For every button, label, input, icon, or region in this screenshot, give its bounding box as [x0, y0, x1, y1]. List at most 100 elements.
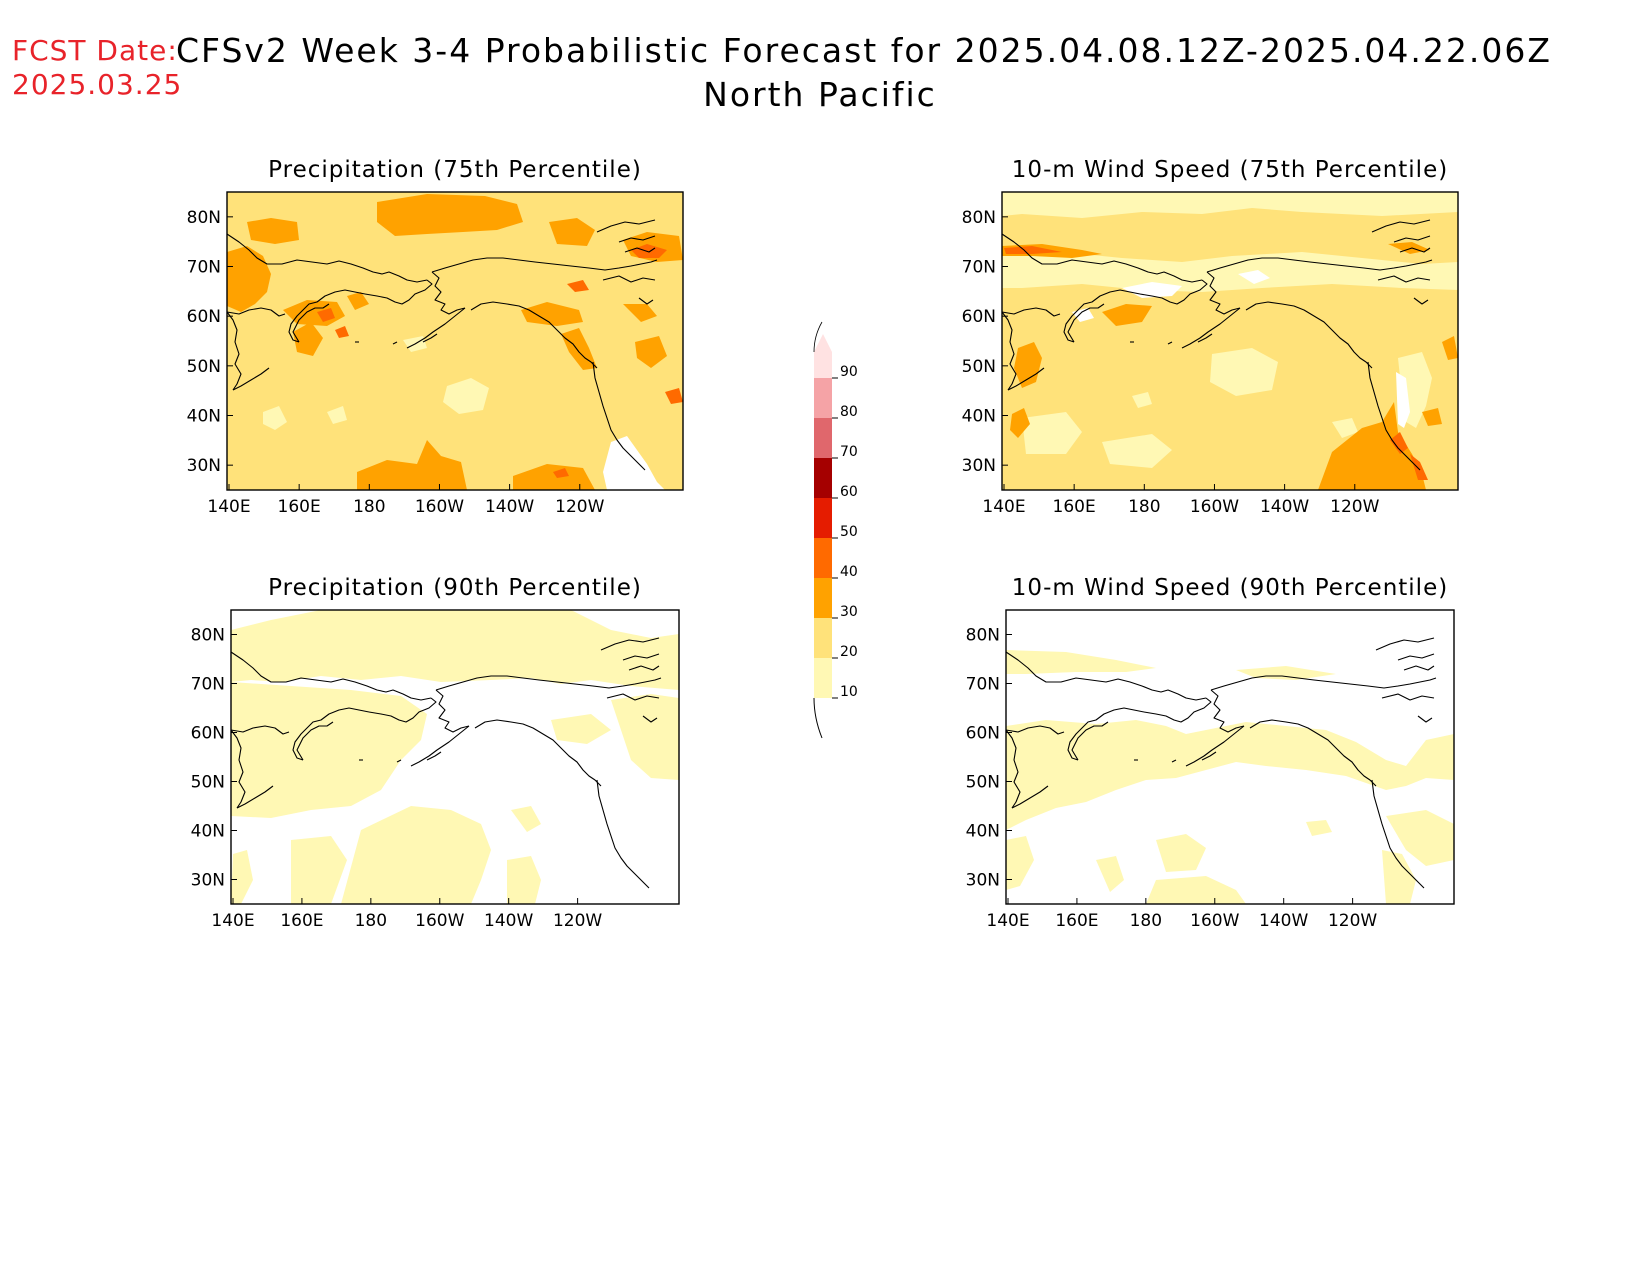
light-yellow-regions — [263, 336, 489, 430]
lon-tick-label: 160W — [1190, 497, 1239, 517]
lon-tick-label: 160E — [1055, 911, 1098, 931]
lat-tick-label: 30N — [962, 456, 996, 476]
lon-tick-label: 140E — [986, 911, 1029, 931]
colorbar-tick-label: 30 — [840, 604, 858, 620]
colorbar-tick-label: 60 — [840, 484, 858, 500]
colorbar-tick-label: 20 — [840, 644, 858, 660]
lon-tick-label: 140E — [211, 911, 254, 931]
panel-title: 10-m Wind Speed (75th Percentile) — [1012, 157, 1448, 183]
white-region — [603, 436, 665, 490]
lon-tick-label: 120W — [555, 497, 604, 517]
colorbar-segment — [814, 658, 832, 698]
dark-orange-regions — [317, 244, 683, 478]
colorbar-segment — [814, 418, 832, 458]
panel-precip-90: Precipitation (90th Percentile) 140E 160E… — [191, 575, 680, 931]
lat-tick-label: 70N — [191, 675, 225, 695]
panel-wind-75: 10-m Wind Speed (75th Percentile) — [962, 157, 1459, 517]
lat-tick-label: 60N — [962, 307, 996, 327]
lat-tick-label: 40N — [962, 407, 996, 427]
lon-tick-label: 160E — [278, 497, 321, 517]
colorbar-segment — [814, 378, 832, 418]
colorbar-tail — [813, 697, 823, 739]
lat-axis: 80N 70N 60N 50N 40N 30N — [191, 626, 237, 891]
lon-axis: 140E 160E 180 160W 140W 120W — [986, 898, 1377, 931]
lat-axis: 80N 70N 60N 50N 40N 30N — [966, 626, 1012, 891]
lat-tick-label: 40N — [191, 822, 225, 842]
lon-axis: 140E 160E 180 160W 140W 120W — [207, 484, 605, 517]
lat-axis: 80N 70N 60N 50N 40N 30N — [187, 208, 233, 476]
light-yellow-regions — [1002, 192, 1458, 468]
panel-title: Precipitation (75th Percentile) — [268, 157, 642, 183]
lat-tick-label: 80N — [187, 208, 221, 228]
lat-tick-label: 60N — [966, 724, 1000, 744]
colorbar: 10 20 30 40 50 60 70 80 90 — [813, 321, 858, 739]
colorbar-segment — [814, 578, 832, 618]
lat-axis: 80N 70N 60N 50N 40N 30N — [962, 208, 1008, 476]
lat-tick-label: 50N — [962, 357, 996, 377]
light-yellow-regions — [231, 610, 679, 904]
light-yellow-regions — [1006, 650, 1454, 904]
lon-tick-label: 140E — [982, 497, 1025, 517]
lat-tick-label: 40N — [187, 407, 221, 427]
colorbar-segment — [814, 618, 832, 658]
lat-tick-label: 30N — [191, 871, 225, 891]
figure-title: CFSv2 Week 3-4 Probabilistic Forecast fo… — [176, 31, 1552, 70]
colorbar-tick-label: 40 — [840, 564, 858, 580]
lon-tick-label: 180 — [1130, 911, 1162, 931]
lon-tick-label: 160W — [415, 911, 464, 931]
lon-tick-label: 180 — [355, 911, 387, 931]
lon-tick-label: 140W — [1259, 911, 1308, 931]
lon-tick-label: 160W — [415, 497, 464, 517]
lat-tick-label: 80N — [966, 626, 1000, 646]
lon-tick-label: 120W — [1328, 911, 1377, 931]
lat-tick-label: 30N — [966, 871, 1000, 891]
lat-tick-label: 70N — [187, 258, 221, 278]
white-regions — [1072, 270, 1410, 428]
lon-axis: 140E 160E 180 160W 140W 120W — [982, 484, 1380, 517]
panel-title: Precipitation (90th Percentile) — [268, 575, 642, 601]
fcst-date-label: FCST Date: — [12, 34, 178, 67]
panel-title: 10-m Wind Speed (90th Percentile) — [1012, 575, 1448, 601]
lat-tick-label: 60N — [187, 307, 221, 327]
lat-tick-label: 50N — [191, 773, 225, 793]
map-frame — [1001, 191, 1459, 491]
panel-precip-75: Precipitation (75th Percentile) — [187, 157, 684, 517]
colorbar-segment — [814, 458, 832, 498]
lat-tick-label: 60N — [191, 724, 225, 744]
lon-tick-label: 140W — [485, 497, 534, 517]
lat-tick-label: 50N — [966, 773, 1000, 793]
lon-tick-label: 140E — [207, 497, 250, 517]
lon-tick-label: 180 — [353, 497, 385, 517]
map-frame — [230, 609, 680, 905]
colorbar-head — [813, 321, 823, 353]
lon-tick-label: 160E — [1053, 497, 1096, 517]
lon-tick-label: 180 — [1128, 497, 1160, 517]
lat-tick-label: 70N — [962, 258, 996, 278]
lat-tick-label: 30N — [187, 456, 221, 476]
lat-tick-label: 80N — [962, 208, 996, 228]
colorbar-tick-label: 90 — [840, 364, 858, 380]
colorbar-tick-label: 10 — [840, 684, 858, 700]
region-title: North Pacific — [703, 75, 937, 114]
colorbar-segment — [814, 334, 832, 378]
fcst-date-value: 2025.03.25 — [12, 68, 182, 101]
lon-tick-label: 160E — [280, 911, 323, 931]
lon-tick-label: 120W — [553, 911, 602, 931]
lat-tick-label: 40N — [966, 822, 1000, 842]
lon-axis: 140E 160E 180 160W 140W 120W — [211, 898, 602, 931]
lon-tick-label: 140W — [1260, 497, 1309, 517]
dark-orange-regions — [1004, 246, 1428, 480]
lon-tick-label: 140W — [484, 911, 533, 931]
colorbar-tick-label: 50 — [840, 524, 858, 540]
colorbar-tick-label: 80 — [840, 404, 858, 420]
map-frame — [1005, 609, 1455, 905]
lat-tick-label: 80N — [191, 626, 225, 646]
map-frame — [226, 191, 684, 491]
panel-wind-90: 10-m Wind Speed (90th Percentile) 140E 16… — [966, 575, 1455, 931]
lon-tick-label: 160W — [1190, 911, 1239, 931]
lat-tick-label: 50N — [187, 357, 221, 377]
lat-tick-label: 70N — [966, 675, 1000, 695]
colorbar-segment — [814, 538, 832, 578]
colorbar-segment — [814, 498, 832, 538]
